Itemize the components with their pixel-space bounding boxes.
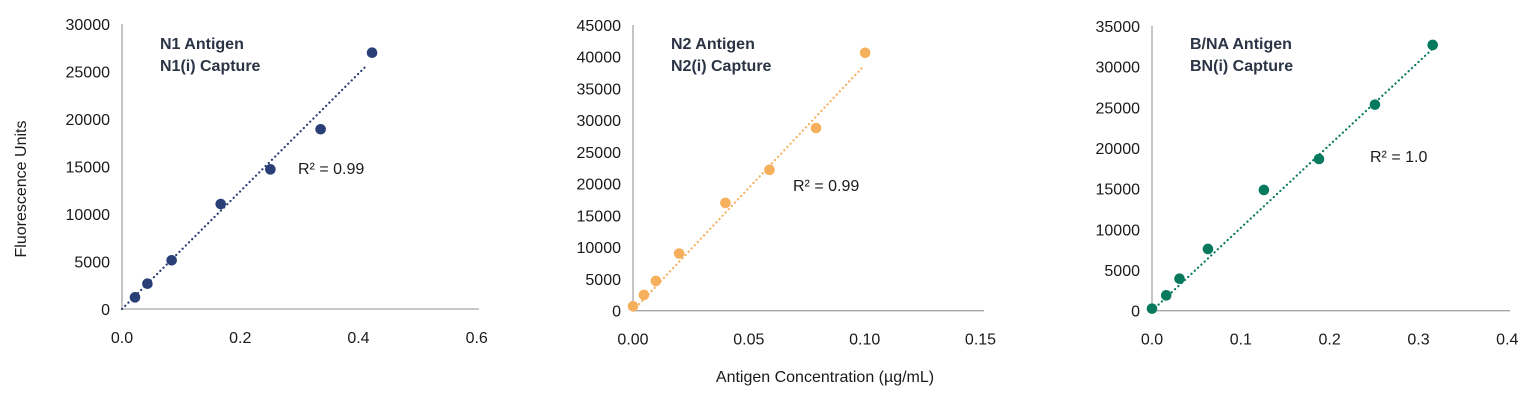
x-tick-label: 0.0 (111, 330, 133, 347)
y-tick-label: 30000 (66, 17, 111, 34)
y-tick-label: 20000 (66, 112, 111, 129)
x-tick-label: 0.10 (849, 332, 880, 349)
panel-subtitle: N2(i) Capture (671, 58, 772, 75)
data-point (720, 197, 731, 209)
chart-panel-3: 0 5000 10000 15000 20000 25000 30000 35000 0.0 0.… (1096, 19, 1519, 349)
trendline (120, 63, 369, 311)
panel-subtitle: N1(i) Capture (160, 58, 261, 75)
r-squared-label: R² = 0.99 (298, 161, 364, 178)
y-axis-title: Fluorescence Units (13, 121, 30, 258)
trendline (631, 66, 864, 312)
y-tick-label: 35000 (1096, 19, 1141, 36)
x-tick-label: 0.4 (347, 330, 369, 347)
x-tick-label: 0.6 (466, 330, 488, 347)
y-tick-label: 5000 (1104, 263, 1140, 280)
y-tick-label: 25000 (577, 145, 622, 162)
y-tick-label: 5000 (74, 255, 110, 272)
y-tick-label: 0 (1131, 304, 1140, 321)
r-squared-label: R² = 1.0 (1370, 149, 1427, 166)
x-tick-label: 0.1 (1230, 332, 1252, 349)
chart-panel-1: 0 5000 10000 15000 20000 25000 30000 0.0 0.2 0.4 0… (66, 17, 488, 347)
x-tick-label: 0.00 (617, 332, 648, 349)
data-point (1313, 153, 1325, 165)
data-point (166, 254, 177, 266)
data-point (1160, 290, 1172, 301)
data-point (764, 164, 775, 176)
panel-title: B/NA Antigen (1190, 36, 1292, 53)
y-tick-label: 20000 (1096, 141, 1141, 158)
data-point (673, 248, 685, 259)
y-tick-label: 20000 (577, 177, 622, 194)
data-point (315, 123, 326, 135)
y-tick-label: 15000 (66, 160, 111, 177)
data-point (650, 275, 662, 287)
panel-subtitle: BN(i) Capture (1190, 58, 1293, 75)
y-tick-label: 35000 (577, 81, 622, 98)
y-tick-label: 15000 (577, 208, 622, 225)
data-point (638, 289, 650, 301)
data-point (627, 300, 639, 312)
y-tick-label: 25000 (1096, 100, 1141, 117)
data-point (265, 164, 276, 175)
r-squared-label: R² = 0.99 (793, 178, 859, 195)
y-tick-label: 10000 (66, 207, 111, 224)
chart-panel-2: 0 5000 10000 15000 20000 25000 30000 35000 40000… (577, 18, 997, 349)
panel-title: N2 Antigen (671, 36, 755, 53)
y-tick-label: 5000 (585, 272, 621, 289)
trendline (1150, 47, 1434, 312)
data-point (1258, 184, 1270, 196)
data-point (1146, 303, 1158, 314)
x-tick-label: 0.3 (1407, 332, 1429, 349)
x-tick-label: 0.0 (1141, 332, 1163, 349)
y-tick-label: 25000 (66, 65, 111, 82)
x-tick-label: 0.15 (965, 332, 996, 349)
x-tick-label: 0.4 (1496, 332, 1518, 349)
y-tick-label: 40000 (577, 50, 622, 67)
data-point (859, 47, 871, 59)
data-point (1427, 39, 1438, 51)
data-point (366, 47, 378, 58)
y-tick-label: 10000 (577, 240, 622, 257)
y-tick-label: 0 (612, 304, 621, 321)
data-point (215, 198, 227, 210)
panel-title: N1 Antigen (160, 36, 244, 53)
y-tick-label: 30000 (577, 113, 622, 130)
data-point (129, 292, 141, 303)
data-point (1369, 99, 1381, 110)
data-point (142, 278, 153, 290)
data-point (810, 122, 822, 134)
x-axis-title: Antigen Concentration (µg/mL) (716, 369, 934, 386)
x-tick-label: 0.2 (229, 330, 251, 347)
x-tick-label: 0.2 (1319, 332, 1341, 349)
y-tick-label: 30000 (1096, 60, 1141, 77)
y-tick-label: 0 (101, 302, 110, 319)
data-point (1202, 243, 1214, 255)
y-tick-label: 45000 (577, 18, 622, 35)
y-tick-label: 10000 (1096, 222, 1141, 239)
y-tick-label: 15000 (1096, 182, 1141, 199)
data-point (1174, 273, 1185, 285)
x-tick-label: 0.05 (733, 332, 764, 349)
